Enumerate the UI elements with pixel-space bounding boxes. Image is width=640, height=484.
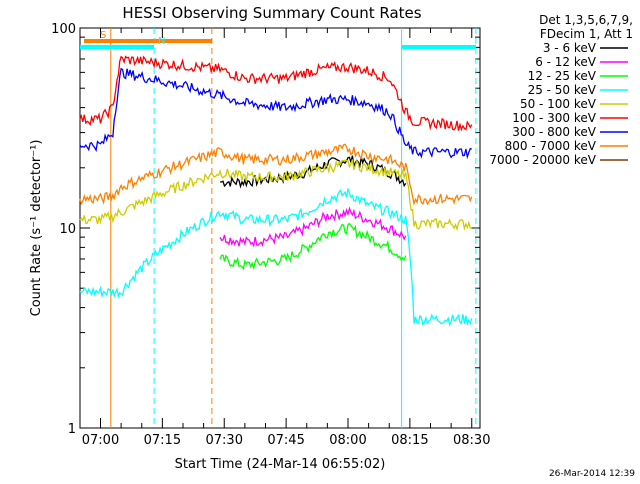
series-line-25_50keV [79, 188, 473, 327]
series-line-800_7000keV [79, 143, 473, 206]
x-tick-label: 07:45 [267, 433, 304, 448]
legend-label: 300 - 800 keV [512, 125, 596, 139]
series-line-100_300keV [79, 55, 473, 132]
x-tick-label: 07:00 [82, 433, 119, 448]
plot-area: 1 10 100 07:00 07:15 07:30 07:45 08:00 08:15 08:3… [51, 22, 490, 448]
legend-label: 12 - 25 keV [528, 69, 597, 83]
series-line-300_800keV [79, 67, 472, 160]
y-tick-label: 10 [59, 222, 76, 237]
legend-label: 100 - 300 keV [512, 111, 596, 125]
series-line-50_100keV [79, 159, 472, 232]
legend-label: 7000 - 20000 keV [489, 153, 596, 167]
footer-timestamp: 26-Mar-2014 12:39 [549, 469, 635, 479]
y-tick-label: 1 [68, 422, 76, 437]
y-tick-label: 100 [51, 22, 76, 37]
legend-label: 6 - 12 keV [535, 55, 597, 69]
y-axis-label: Count Rate (s⁻¹ detector⁻¹) [29, 140, 44, 317]
legend-label: 25 - 50 keV [528, 83, 597, 97]
x-tick-label: 07:15 [144, 433, 181, 448]
legend-header-line-2: FDecim 1, Att 1 [540, 27, 633, 41]
x-tick-label: 08:00 [329, 433, 366, 448]
x-tick-label: 08:15 [391, 433, 428, 448]
x-axis-label: Start Time (24-Mar-14 06:55:02) [175, 457, 386, 472]
flag-label: S [100, 30, 106, 41]
x-tick-label: 07:30 [206, 433, 243, 448]
legend-header-line-1: Det 1,3,5,6,7,9, [539, 13, 633, 27]
series-line-12_25keV [219, 222, 407, 271]
legend-label: 800 - 7000 keV [505, 139, 597, 153]
chart-title: HESSI Observing Summary Count Rates [122, 4, 421, 22]
flag-label: N [158, 36, 165, 47]
legend-label: 50 - 100 keV [520, 97, 597, 111]
series-line-6_12keV [219, 206, 407, 248]
legend-label: 3 - 6 keV [543, 41, 597, 55]
x-tick-label: 08:30 [453, 433, 490, 448]
